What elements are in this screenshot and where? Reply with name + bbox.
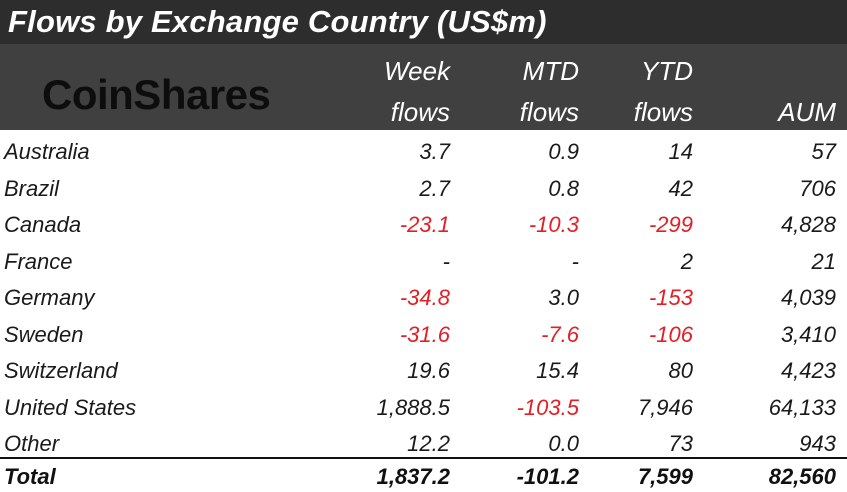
page-title: Flows by Exchange Country (US$m): [8, 4, 547, 39]
header-mtd-line2: flows: [519, 97, 579, 127]
row-mtd-cell: 0.9: [548, 139, 579, 164]
row-country-label: Sweden: [4, 322, 84, 347]
row-mtd-cell: -7.6: [541, 322, 579, 347]
row-ytd-cell: 42: [668, 176, 693, 201]
row-week-cell: -31.6: [399, 322, 450, 347]
row-mtd-cell: -: [571, 249, 579, 274]
header-ytd-line2: flows: [633, 97, 693, 127]
header-week-line2: flows: [390, 97, 450, 127]
row-week-cell: 3.7: [419, 139, 450, 164]
row-country-label: United States: [4, 395, 137, 420]
header-week-line1: Week: [384, 56, 450, 86]
total-mtd: -101.2: [516, 464, 579, 489]
row-ytd-cell: -153: [648, 285, 693, 310]
coinshares-logo: CoinShares: [42, 71, 271, 118]
table-header: [0, 44, 847, 130]
header-ytd-line1: YTD: [641, 56, 693, 86]
row-week-cell: 1,888.5: [376, 395, 450, 420]
row-country-label: Switzerland: [4, 358, 118, 383]
total-divider: [0, 457, 847, 459]
row-mtd-cell: 0.0: [548, 431, 579, 456]
total-label: Total: [4, 464, 56, 489]
row-ytd-cell: 7,946: [637, 395, 693, 420]
row-country-label: Brazil: [4, 176, 60, 201]
row-aum-cell: 21: [811, 249, 836, 274]
row-aum-cell: 706: [799, 176, 836, 201]
row-mtd-cell: -10.3: [528, 212, 579, 237]
row-week-cell: -: [442, 249, 450, 274]
row-week-cell: -34.8: [399, 285, 450, 310]
row-ytd-cell: -299: [648, 212, 693, 237]
total-aum: 82,560: [768, 464, 836, 489]
total-week: 1,837.2: [376, 464, 450, 489]
row-country-label: France: [4, 249, 73, 274]
row-aum-cell: 57: [811, 139, 836, 164]
header-mtd-line1: MTD: [522, 56, 579, 86]
row-country-label: Germany: [4, 285, 95, 310]
row-ytd-cell: -106: [648, 322, 693, 347]
row-week-cell: 2.7: [419, 176, 450, 201]
total-ytd: 7,599: [637, 464, 693, 489]
row-ytd-cell: 73: [668, 431, 693, 456]
row-ytd-cell: 14: [668, 139, 693, 164]
row-country-label: Australia: [4, 139, 90, 164]
row-mtd-cell: -103.5: [516, 395, 579, 420]
row-aum-cell: 4,423: [780, 358, 836, 383]
row-week-cell: -23.1: [399, 212, 450, 237]
row-mtd-cell: 15.4: [536, 358, 579, 383]
header-aum: AUM: [778, 97, 836, 127]
row-mtd-cell: 3.0: [548, 285, 579, 310]
row-mtd-cell: 0.8: [548, 176, 579, 201]
row-ytd-cell: 2: [680, 249, 693, 274]
row-aum-cell: 943: [799, 431, 836, 456]
row-week-cell: 19.6: [407, 358, 450, 383]
row-country-label: Canada: [4, 212, 82, 237]
row-aum-cell: 64,133: [768, 395, 836, 420]
row-country-label: Other: [4, 431, 60, 456]
title-bar: Flows by Exchange Country (US$m): [0, 0, 847, 44]
row-aum-cell: 3,410: [780, 322, 836, 347]
row-aum-cell: 4,039: [780, 285, 836, 310]
row-aum-cell: 4,828: [780, 212, 836, 237]
row-ytd-cell: 80: [668, 358, 693, 383]
row-week-cell: 12.2: [407, 431, 450, 456]
